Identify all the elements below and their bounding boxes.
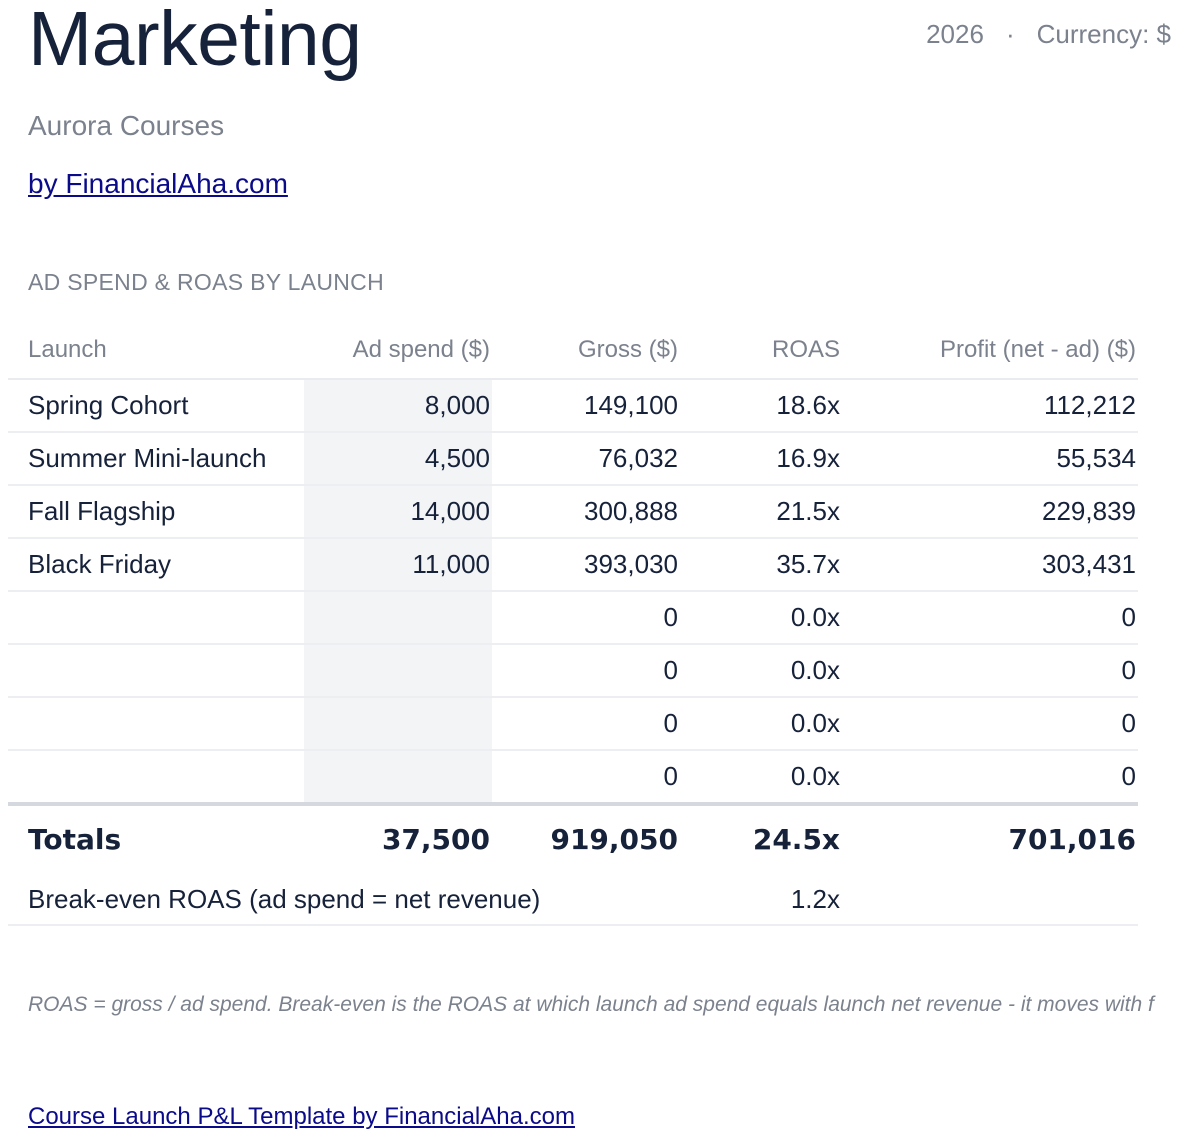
year-label: 2026 [926, 19, 984, 49]
breakeven-row: Break-even ROAS (ad spend = net revenue)… [8, 874, 1138, 926]
launch-cell[interactable]: Black Friday [8, 538, 304, 592]
roas-cell: 0.0x [680, 591, 842, 645]
table-row: Black Friday 11,000 393,030 35.7x 303,43… [8, 538, 1138, 592]
ad-spend-cell[interactable] [304, 644, 492, 698]
roas-cell: 0.0x [680, 697, 842, 751]
section-heading: AD SPEND & ROAS BY LAUNCH [28, 269, 385, 295]
ad-spend-cell[interactable] [304, 750, 492, 806]
breakeven-label: Break-even ROAS (ad spend = net revenue) [8, 874, 680, 926]
company-name: Aurora Courses [28, 110, 225, 141]
gross-cell: 0 [492, 591, 680, 645]
profit-cell: 0 [842, 591, 1138, 645]
gross-cell: 0 [492, 644, 680, 698]
footer-link[interactable]: Course Launch P&L Template by FinancialA… [28, 1103, 575, 1130]
page-meta: 2026 · Currency: $ [926, 18, 1171, 50]
profit-cell: 0 [842, 644, 1138, 698]
ad-spend-cell[interactable]: 14,000 [304, 485, 492, 539]
roas-cell: 35.7x [680, 538, 842, 592]
ad-spend-cell[interactable]: 11,000 [304, 538, 492, 592]
gross-cell: 393,030 [492, 538, 680, 592]
launch-cell[interactable]: Fall Flagship [8, 485, 304, 539]
totals-ad-spend: 37,500 [381, 823, 490, 856]
column-header-gross: Gross ($) [492, 326, 680, 380]
totals-roas: 24.5x [752, 823, 840, 856]
gross-cell: 149,100 [492, 379, 680, 433]
ad-spend-cell[interactable]: 8,000 [304, 379, 492, 433]
profit-cell: 303,431 [842, 538, 1138, 592]
gross-cell: 76,032 [492, 432, 680, 486]
totals-label: Totals [28, 823, 122, 856]
roas-cell: 0.0x [680, 750, 842, 806]
profit-cell: 112,212 [842, 379, 1138, 433]
table-row: 0 0.0x 0 [8, 750, 1138, 806]
totals-gross: 919,050 [550, 823, 678, 856]
footnote: ROAS = gross / ad spend. Break-even is t… [28, 993, 1154, 1016]
gross-cell: 0 [492, 750, 680, 806]
profit-cell: 0 [842, 697, 1138, 751]
roas-cell: 0.0x [680, 644, 842, 698]
currency-label: Currency: $ [1036, 19, 1171, 49]
page-title: Marketing [28, 0, 362, 82]
breakeven-empty [842, 874, 1138, 926]
launch-cell[interactable] [8, 697, 304, 751]
ad-spend-table: Launch Ad spend ($) Gross ($) ROAS Profi… [8, 326, 1138, 926]
table-row: Spring Cohort 8,000 149,100 18.6x 112,21… [8, 379, 1138, 433]
column-header-profit: Profit (net - ad) ($) [842, 326, 1138, 380]
profit-cell: 0 [842, 750, 1138, 806]
profit-cell: 229,839 [842, 485, 1138, 539]
column-header-ad-spend: Ad spend ($) [304, 326, 492, 380]
profit-cell: 55,534 [842, 432, 1138, 486]
breakeven-roas: 1.2x [680, 874, 842, 926]
table-row: Fall Flagship 14,000 300,888 21.5x 229,8… [8, 485, 1138, 539]
launch-cell[interactable]: Summer Mini-launch [8, 432, 304, 486]
gross-cell: 300,888 [492, 485, 680, 539]
meta-separator: · [1005, 19, 1015, 49]
table-header-row: Launch Ad spend ($) Gross ($) ROAS Profi… [8, 326, 1138, 380]
table-row: 0 0.0x 0 [8, 591, 1138, 645]
column-header-launch: Launch [8, 326, 304, 380]
byline-link[interactable]: by FinancialAha.com [28, 168, 288, 199]
roas-cell: 18.6x [680, 379, 842, 433]
totals-profit: 701,016 [1008, 823, 1136, 856]
table-row: Summer Mini-launch 4,500 76,032 16.9x 55… [8, 432, 1138, 486]
launch-cell[interactable] [8, 591, 304, 645]
table-row: 0 0.0x 0 [8, 644, 1138, 698]
ad-spend-cell[interactable] [304, 697, 492, 751]
table-row: 0 0.0x 0 [8, 697, 1138, 751]
gross-cell: 0 [492, 697, 680, 751]
ad-spend-cell[interactable] [304, 591, 492, 645]
roas-cell: 16.9x [680, 432, 842, 486]
launch-cell[interactable] [8, 644, 304, 698]
ad-spend-cell[interactable]: 4,500 [304, 432, 492, 486]
roas-cell: 21.5x [680, 485, 842, 539]
column-header-roas: ROAS [680, 326, 842, 380]
totals-row: Totals 37,500 919,050 24.5x 701,016 [8, 804, 1138, 874]
launch-cell[interactable]: Spring Cohort [8, 379, 304, 433]
launch-cell[interactable] [8, 750, 304, 806]
